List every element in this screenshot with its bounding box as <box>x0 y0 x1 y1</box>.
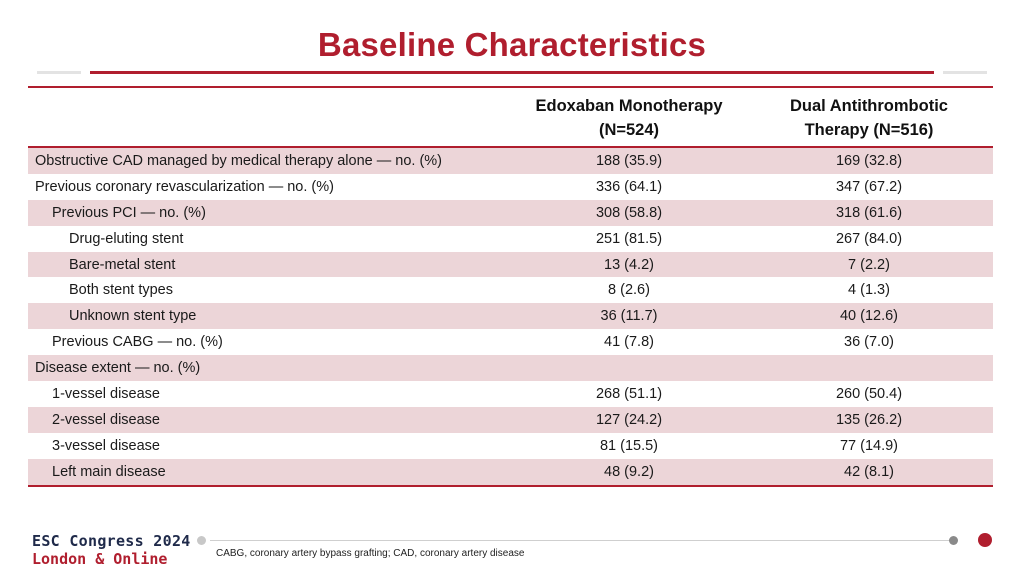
table-row: Previous PCI — no. (%) 308 (58.8) 318 (6… <box>28 199 993 226</box>
row-label: Both stent types <box>69 282 173 299</box>
cell-dual-therapy: 318 (61.6) <box>835 204 903 221</box>
row-label: Previous CABG — no. (%) <box>52 334 223 351</box>
row-label: Obstructive CAD managed by medical thera… <box>35 152 442 169</box>
table-row: Both stent types 8 (2.6) 4 (1.3) <box>28 277 993 303</box>
table-row: Previous coronary revascularization — no… <box>28 174 993 200</box>
cell-dual-therapy: 169 (32.8) <box>835 152 903 169</box>
row-label: Left main disease <box>52 463 166 480</box>
table-row: Previous CABG — no. (%) 41 (7.8) 36 (7.0… <box>28 329 993 355</box>
esc-congress-logo: ESC Congress 2024 London & Online <box>32 532 191 568</box>
page-title: Baseline Characteristics <box>317 26 707 63</box>
footnote: CABG, coronary artery bypass grafting; C… <box>216 548 525 559</box>
cell-edoxaban: 188 (35.9) <box>595 152 663 169</box>
footer-dot-left <box>197 536 206 545</box>
footer-dot-accent <box>978 533 992 547</box>
cell-edoxaban: 336 (64.1) <box>595 178 663 195</box>
cell-edoxaban: 127 (24.2) <box>595 411 663 428</box>
cell-dual-therapy: 4 (1.3) <box>848 282 890 299</box>
table-row: 2-vessel disease 127 (24.2) 135 (26.2) <box>28 406 993 433</box>
title-divider-left <box>37 71 81 74</box>
row-label: 3-vessel disease <box>52 437 160 454</box>
table-bottom-rule <box>28 484 993 487</box>
cell-dual-therapy: 77 (14.9) <box>839 437 899 454</box>
title-divider-right <box>943 71 987 74</box>
table-row: Disease extent — no. (%) <box>28 355 993 382</box>
logo-line-2: London & Online <box>32 550 168 568</box>
footer-divider <box>210 540 950 541</box>
cell-dual-therapy: 36 (7.0) <box>844 334 894 351</box>
row-label: Bare-metal stent <box>69 256 176 273</box>
cell-dual-therapy: 42 (8.1) <box>844 463 894 480</box>
column-header-line: Dual Antithrombotic <box>790 97 948 115</box>
cell-dual-therapy: 40 (12.6) <box>839 308 899 325</box>
row-label: 2-vessel disease <box>52 411 160 428</box>
column-header-line: Therapy (N=516) <box>804 121 934 139</box>
table-top-rule <box>28 86 993 88</box>
cell-edoxaban: 36 (11.7) <box>600 308 658 325</box>
row-label: Previous coronary revascularization — no… <box>35 178 334 195</box>
cell-edoxaban: 8 (2.6) <box>608 282 650 299</box>
table-header: Edoxaban Monotherapy (N=524) Dual Antith… <box>28 88 993 146</box>
table-row: Unknown stent type 36 (11.7) 40 (12.6) <box>28 303 993 330</box>
cell-dual-therapy: 267 (84.0) <box>835 230 903 247</box>
footer-dot-right <box>949 536 958 545</box>
cell-edoxaban: 251 (81.5) <box>595 230 663 247</box>
table-header-rule <box>28 146 993 148</box>
row-label: Previous PCI — no. (%) <box>52 204 206 221</box>
cell-dual-therapy: 347 (67.2) <box>835 178 903 195</box>
table-row: Obstructive CAD managed by medical thera… <box>28 148 993 174</box>
baseline-table: Edoxaban Monotherapy (N=524) Dual Antith… <box>28 86 993 487</box>
table-body: Obstructive CAD managed by medical thera… <box>28 148 993 485</box>
table-row: Left main disease 48 (9.2) 42 (8.1) <box>28 458 993 485</box>
row-label: Disease extent — no. (%) <box>35 360 201 377</box>
table-row: 1-vessel disease 268 (51.1) 260 (50.4) <box>28 381 993 407</box>
cell-edoxaban: 268 (51.1) <box>595 385 663 402</box>
cell-edoxaban: 48 (9.2) <box>604 463 654 480</box>
row-label: Drug-eluting stent <box>69 230 184 247</box>
column-header-line: Edoxaban Monotherapy <box>535 97 723 115</box>
row-label: Unknown stent type <box>69 308 197 325</box>
table-row: Bare-metal stent 13 (4.2) 7 (2.2) <box>28 251 993 278</box>
table-row: Drug-eluting stent 251 (81.5) 267 (84.0) <box>28 226 993 252</box>
cell-edoxaban: 308 (58.8) <box>595 204 663 221</box>
logo-line-1: ESC Congress 2024 <box>32 532 191 550</box>
row-label: 1-vessel disease <box>52 385 160 402</box>
cell-dual-therapy: 260 (50.4) <box>835 385 903 402</box>
column-header-edoxaban: Edoxaban Monotherapy (N=524) <box>514 94 744 142</box>
cell-dual-therapy: 7 (2.2) <box>848 256 890 273</box>
cell-edoxaban: 41 (7.8) <box>604 334 654 351</box>
column-header-line: (N=524) <box>598 121 660 139</box>
column-header-dual-therapy: Dual Antithrombotic Therapy (N=516) <box>754 94 984 142</box>
cell-dual-therapy: 135 (26.2) <box>835 411 903 428</box>
cell-edoxaban: 13 (4.2) <box>604 256 654 273</box>
cell-edoxaban: 81 (15.5) <box>599 437 659 454</box>
table-row: 3-vessel disease 81 (15.5) 77 (14.9) <box>28 433 993 459</box>
title-divider <box>90 71 934 74</box>
